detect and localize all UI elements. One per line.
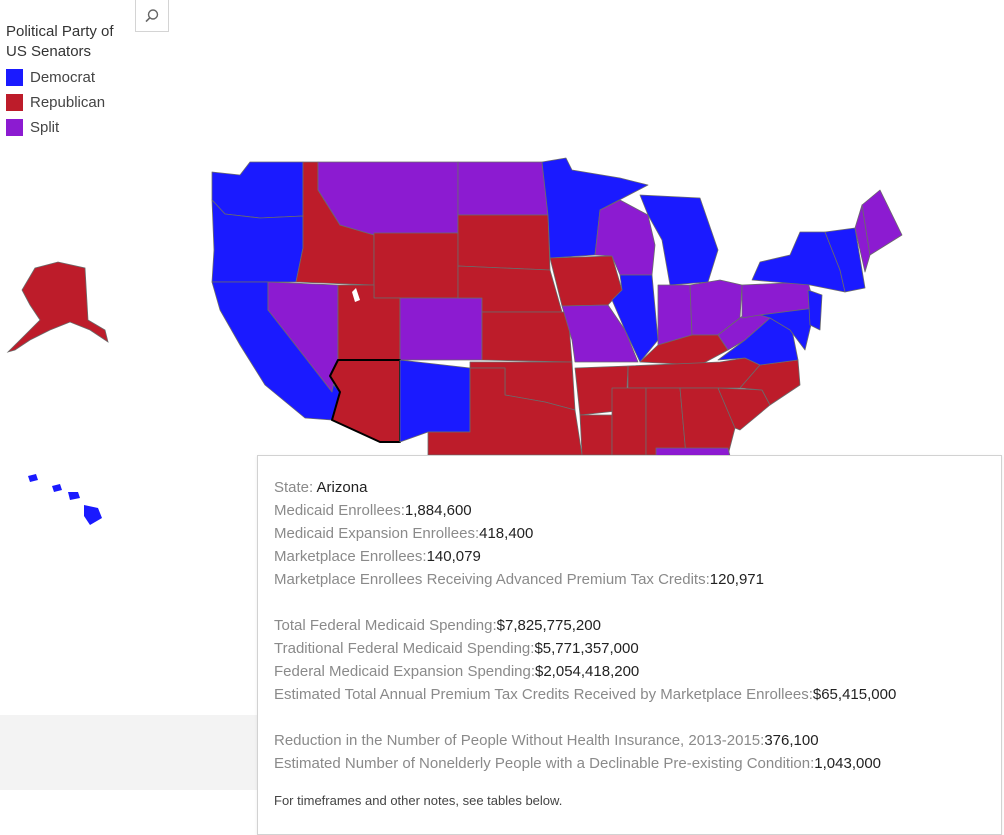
tooltip-value: 418,400 — [479, 525, 534, 542]
legend-swatch-democrat — [6, 69, 23, 86]
tooltip-label: Estimated Total Annual Premium Tax Credi… — [274, 686, 813, 703]
legend-title: Political Party of US Senators — [6, 23, 114, 60]
legend-label: Republican — [30, 94, 106, 111]
state-iowa[interactable] — [549, 255, 623, 307]
tooltip-row: Total Federal Medicaid Spending:$7,825,7… — [274, 614, 1001, 637]
search-icon — [145, 8, 159, 22]
tooltip-label: Marketplace Enrollees Receiving Advanced… — [274, 571, 710, 588]
tooltip-row: Marketplace Enrollees Receiving Advanced… — [274, 568, 1001, 591]
tooltip-label: Total Federal Medicaid Spending: — [274, 617, 497, 634]
us-map — [6, 157, 903, 525]
tooltip-state-value: Arizona — [316, 479, 368, 496]
state-indiana[interactable] — [657, 284, 693, 346]
state-louisiana[interactable] — [579, 414, 613, 456]
tooltip-note: For timeframes and other notes, see tabl… — [274, 793, 563, 808]
tooltip-row: Reduction in the Number of People Withou… — [274, 729, 1001, 752]
tooltip-value: $5,771,357,000 — [534, 640, 639, 657]
state-new-england-south[interactable] — [824, 227, 866, 293]
state-arizona[interactable] — [329, 359, 401, 443]
state-texas[interactable] — [427, 367, 583, 456]
tooltip-row: Medicaid Expansion Enrollees:418,400 — [274, 522, 1001, 545]
tooltip-label: Traditional Federal Medicaid Spending: — [274, 640, 535, 657]
tooltip-value: $7,825,775,200 — [496, 617, 601, 634]
spacer — [274, 706, 1001, 729]
tooltip-row: Federal Medicaid Expansion Spending:$2,0… — [274, 660, 1001, 683]
tooltip-row: Estimated Number of Nonelderly People wi… — [274, 752, 1001, 775]
great-salt-lake — [352, 288, 360, 302]
legend-swatch-republican — [6, 94, 23, 111]
state-alaska[interactable] — [6, 261, 109, 353]
state-new-jersey[interactable] — [807, 289, 823, 331]
legend-item-split[interactable]: Split — [6, 118, 136, 137]
state-washington[interactable] — [211, 161, 304, 219]
tooltip-label: Federal Medicaid Expansion Spending: — [274, 663, 535, 680]
tooltip-state-label: State: — [274, 479, 317, 496]
legend-item-republican[interactable]: Republican — [6, 93, 136, 112]
tooltip-value: 1,884,600 — [404, 502, 472, 519]
tooltip-value: 140,079 — [426, 548, 481, 565]
tooltip-label: Medicaid Enrollees: — [274, 502, 405, 519]
state-alabama[interactable] — [645, 387, 687, 456]
tooltip-label: Estimated Number of Nonelderly People wi… — [274, 755, 815, 772]
legend-item-democrat[interactable]: Democrat — [6, 68, 136, 87]
tooltip-row: Medicaid Enrollees:1,884,600 — [274, 499, 1001, 522]
tooltip-value: $65,415,000 — [812, 686, 897, 703]
tooltip-state-row: State: Arizona — [274, 476, 1001, 499]
tooltip-value: $2,054,418,200 — [535, 663, 640, 680]
tooltip-value: 1,043,000 — [814, 755, 882, 772]
state-hawaii[interactable] — [28, 474, 102, 525]
state-new-mexico[interactable] — [399, 359, 471, 443]
legend-label: Split — [30, 119, 60, 136]
search-button[interactable] — [135, 0, 169, 32]
tooltip-row: Estimated Total Annual Premium Tax Credi… — [274, 683, 1001, 706]
state-illinois[interactable] — [611, 274, 659, 363]
state-maryland[interactable] — [759, 307, 816, 351]
state-maine[interactable] — [861, 189, 903, 256]
state-georgia[interactable] — [679, 387, 736, 456]
state-north-dakota[interactable] — [457, 161, 549, 216]
tooltip-row: Traditional Federal Medicaid Spending:$5… — [274, 637, 1001, 660]
state-mississippi[interactable] — [611, 387, 647, 456]
tooltip-label: Medicaid Expansion Enrollees: — [274, 525, 480, 542]
state-wyoming[interactable] — [373, 232, 459, 299]
state-south-dakota[interactable] — [457, 214, 551, 271]
state-colorado[interactable] — [399, 297, 483, 361]
background-band — [0, 715, 260, 790]
legend-swatch-split — [6, 119, 23, 136]
state-minnesota[interactable] — [541, 157, 649, 259]
state-michigan[interactable] — [639, 194, 719, 286]
tooltip-value: 120,971 — [709, 571, 764, 588]
state-kansas[interactable] — [481, 311, 573, 363]
tooltip-row: Marketplace Enrollees:140,079 — [274, 545, 1001, 568]
tooltip-value: 376,100 — [764, 732, 819, 749]
tooltip-label: Marketplace Enrollees: — [274, 548, 427, 565]
spacer — [274, 591, 1001, 614]
tooltip-label: Reduction in the Number of People Withou… — [274, 732, 765, 749]
legend: Political Party of US Senators Democrat … — [6, 22, 136, 137]
state-montana[interactable] — [317, 161, 459, 236]
state-tooltip: State: Arizona Medicaid Enrollees:1,884,… — [257, 455, 1002, 835]
legend-label: Democrat — [30, 69, 96, 86]
state-missouri[interactable] — [561, 304, 639, 363]
